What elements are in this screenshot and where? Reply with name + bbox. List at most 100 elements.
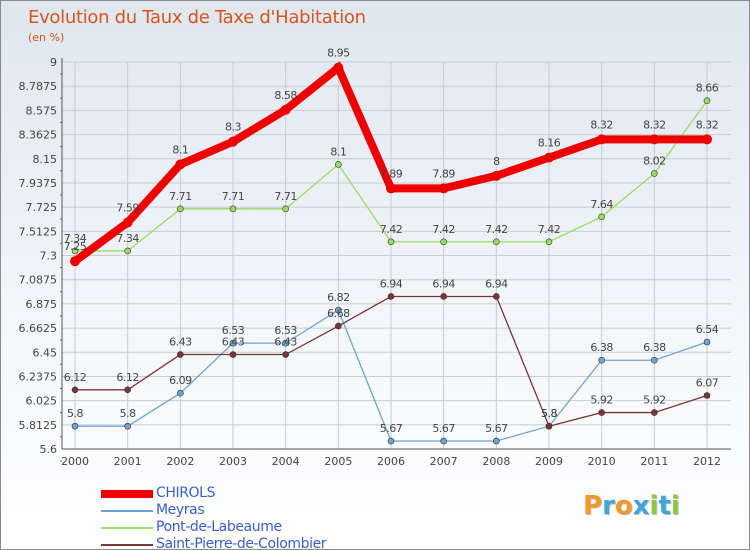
data-label: 6.12 [116, 371, 139, 384]
data-point [387, 293, 395, 300]
data-label: 7.89 [432, 167, 455, 180]
legend-label: CHIROLS [156, 485, 216, 501]
data-point [493, 293, 500, 300]
data-point [440, 437, 447, 445]
data-label: 5.8 [541, 407, 557, 420]
data-point [335, 161, 342, 168]
data-label: 5.8 [67, 407, 83, 420]
data-point [651, 356, 658, 364]
data-point [387, 238, 395, 246]
y-tick-label: 9 [50, 56, 57, 69]
data-label: 6.94 [380, 277, 403, 290]
logo-letter: i [649, 491, 659, 521]
y-tick-label: 7.3 [40, 250, 58, 263]
logo-letter: r [602, 491, 615, 521]
logo-letter: i [670, 491, 680, 521]
data-label: 7.71 [274, 190, 297, 203]
data-label: 6.53 [274, 324, 297, 337]
data-label: 6.07 [696, 377, 719, 390]
data-point [177, 205, 184, 213]
data-point [596, 134, 607, 145]
data-point [71, 247, 79, 255]
data-label: 7.71 [169, 190, 192, 203]
data-point [229, 205, 237, 213]
y-tick-label: 8.3625 [19, 129, 58, 142]
logo-letter: o [614, 491, 633, 521]
data-label: 8.1 [172, 143, 188, 156]
data-point [335, 322, 342, 330]
data-point [387, 437, 395, 445]
x-tick-label: 2009 [535, 455, 563, 468]
x-tick-label: 2006 [377, 455, 405, 468]
data-label: 7.42 [485, 223, 508, 236]
data-point [545, 422, 553, 430]
x-tick-label: 2007 [430, 455, 458, 468]
data-label: 6.82 [327, 291, 350, 304]
legend-swatch [101, 510, 153, 512]
data-label: 8.66 [696, 82, 719, 95]
data-label: 6.12 [64, 371, 87, 384]
x-tick-label: 2008 [482, 455, 510, 468]
data-point [335, 306, 342, 314]
data-label: 5.92 [590, 394, 613, 407]
x-tick-label: 2001 [114, 455, 142, 468]
data-label: 6.68 [327, 307, 350, 320]
data-point [229, 339, 237, 347]
data-point [651, 170, 658, 177]
data-label: 6.38 [643, 341, 666, 354]
y-tick-label: 8.7875 [19, 80, 58, 93]
data-point [702, 134, 712, 145]
data-point [282, 205, 289, 213]
y-tick-label: 8.575 [26, 104, 58, 117]
data-point [491, 170, 502, 181]
data-point [703, 97, 711, 104]
data-label: 7.34 [64, 232, 87, 245]
legend-label: Meyras [156, 502, 205, 518]
y-tick-label: 6.2375 [19, 370, 58, 383]
data-point [71, 386, 79, 394]
logo-letter: P [583, 491, 603, 521]
y-tick-label: 6.875 [26, 298, 58, 311]
legend-swatch [101, 527, 153, 529]
data-label: 8.58 [274, 89, 297, 102]
data-point [124, 247, 131, 255]
data-point [333, 62, 344, 73]
data-point [545, 238, 553, 246]
y-tick-label: 5.6 [40, 443, 58, 456]
data-point [598, 409, 605, 416]
data-label: 6.38 [590, 341, 613, 354]
data-label: 8 [493, 155, 500, 168]
y-tick-label: 7.5125 [19, 225, 58, 238]
data-label: 5.8 [541, 407, 557, 420]
data-point [282, 351, 289, 358]
data-label: 8.32 [643, 118, 666, 131]
data-point [544, 152, 554, 163]
data-label: 5.92 [643, 394, 666, 407]
data-point [177, 351, 184, 358]
data-point [282, 339, 289, 347]
data-label: 6.54 [696, 323, 719, 336]
data-label: 7.42 [538, 223, 561, 236]
data-point [124, 386, 131, 394]
data-label: 8.3 [225, 121, 241, 134]
data-label: 7.25 [64, 240, 87, 253]
data-point [649, 134, 660, 145]
y-tick-label: 6.6625 [19, 322, 58, 335]
x-tick-label: 2011 [640, 455, 668, 468]
data-point [493, 437, 500, 445]
x-tick-label: 2005 [324, 455, 352, 468]
data-label: 7.42 [380, 223, 403, 236]
data-point [598, 213, 605, 221]
data-label: 6.94 [485, 277, 508, 290]
data-label: 5.67 [432, 422, 455, 435]
data-label: 5.8 [120, 407, 136, 420]
logo-letter: x [632, 491, 650, 521]
data-point [598, 356, 605, 364]
x-tick-label: 2002 [166, 455, 194, 468]
data-label: 7.89 [380, 167, 403, 180]
data-label: 8.1 [330, 145, 346, 158]
x-tick-label: 2003 [219, 455, 247, 468]
data-label: 8.32 [696, 118, 719, 131]
data-point [438, 183, 449, 194]
